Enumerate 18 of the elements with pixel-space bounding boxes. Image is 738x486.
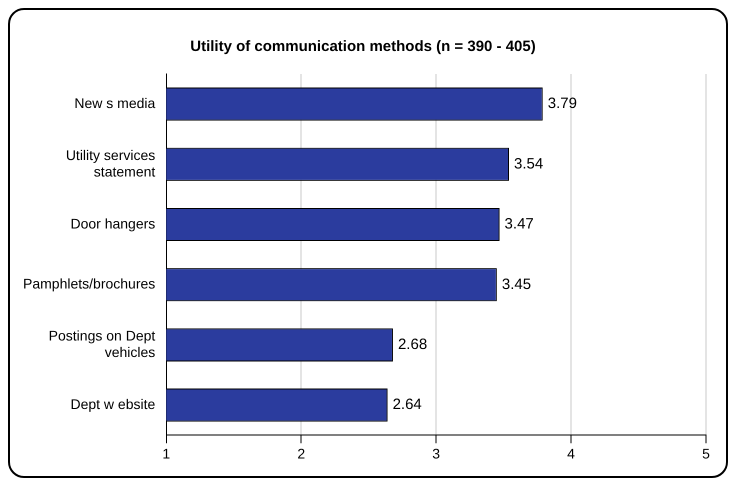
data-label: 2.64	[392, 396, 422, 414]
x-tick-label: 4	[567, 445, 576, 462]
data-label: 2.68	[398, 336, 428, 354]
y-tick-label: New s media	[74, 94, 156, 111]
data-label: 3.45	[502, 276, 532, 293]
x-tick-label: 5	[702, 445, 710, 462]
data-label: 3.54	[514, 155, 544, 172]
y-tick-label: Postings on Dept vehicles	[48, 327, 156, 360]
y-tick-label: Door hangers	[70, 215, 156, 232]
data-label: 3.79	[548, 95, 577, 112]
x-tick-label: 2	[297, 445, 306, 462]
x-tick-label: 3	[432, 445, 440, 462]
y-tick-label: Utility services statement	[66, 146, 156, 180]
y-tick-label: Pamphlets/brochures	[22, 276, 156, 292]
x-tick-label: 1	[162, 445, 170, 462]
y-tick-label: Dept w ebsite	[70, 396, 156, 412]
chart-title: Utility of communication methods (n = 390 - 405)	[190, 38, 536, 56]
data-label: 3.47	[504, 216, 534, 233]
